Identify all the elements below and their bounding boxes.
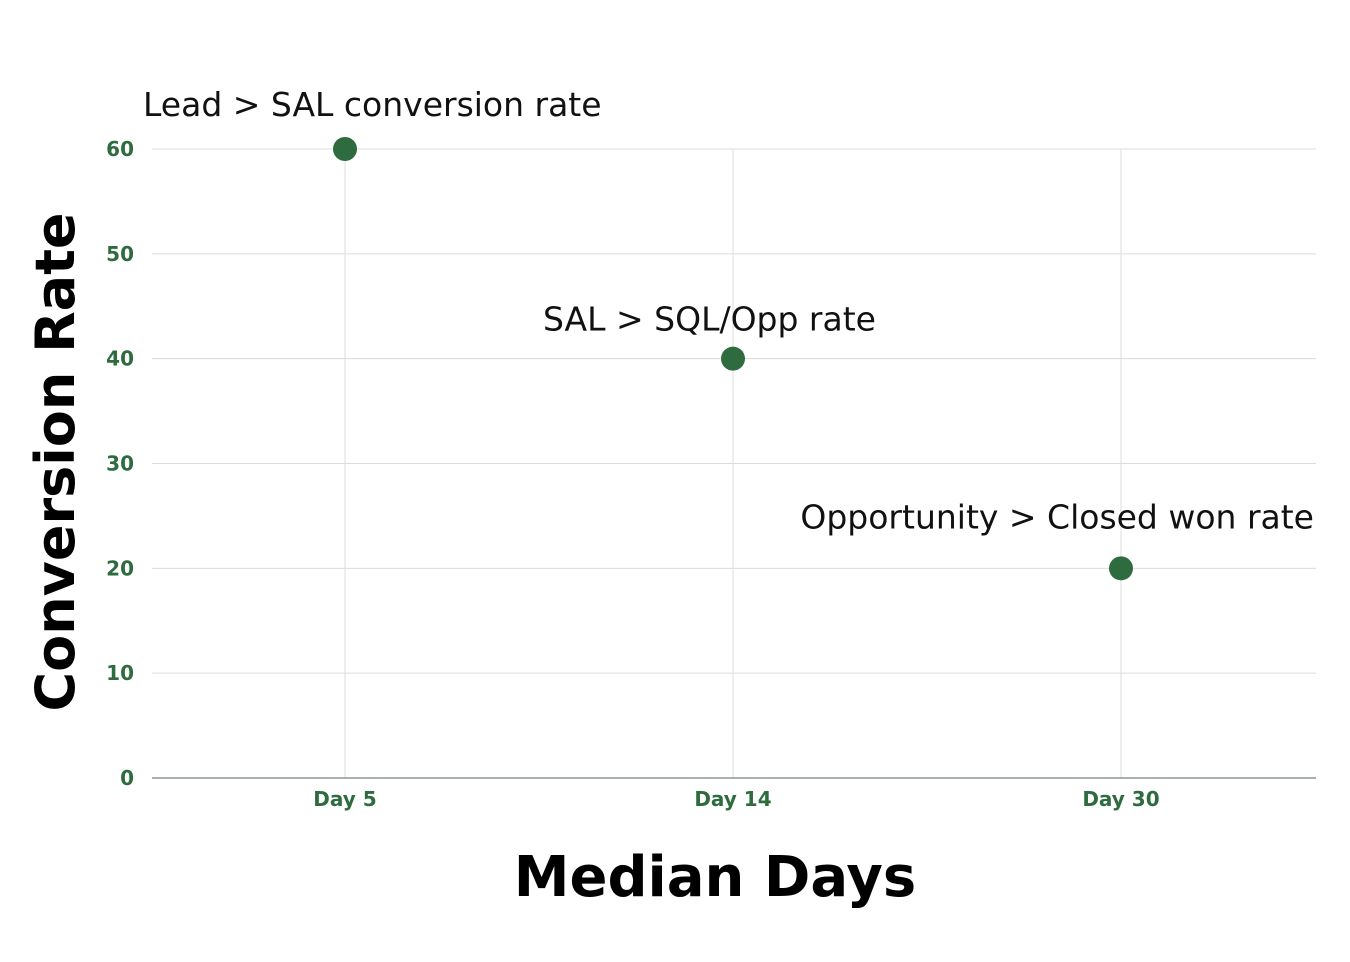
y-tick-label: 30 [106,452,134,476]
point-annotation: Opportunity > Closed won rate [800,497,1314,536]
y-tick-label: 60 [106,137,134,161]
x-tick-label: Day 30 [1082,787,1159,811]
y-tick-label: 0 [120,766,134,790]
data-point [721,346,745,371]
y-tick-label: 10 [106,661,134,685]
x-axis-label: Median Days [514,845,917,910]
x-tick-label: Day 14 [694,787,771,811]
y-tick-labels: 0 10 20 30 40 50 60 [106,137,134,790]
y-axis-label: Conversion Rate [24,212,87,711]
x-tick-label: Day 5 [313,787,376,811]
data-point [333,137,357,161]
y-tick-label: 40 [106,347,134,371]
data-point [1109,556,1133,581]
grid-layer [152,148,1316,778]
y-tick-label: 50 [106,242,134,266]
y-tick-label: 20 [106,556,134,580]
point-annotation: Lead > SAL conversion rate [143,85,602,124]
point-annotation: SAL > SQL/Opp rate [543,300,876,339]
x-tick-labels: Day 5 Day 14 Day 30 [313,787,1159,811]
point-annotations: Lead > SAL conversion rate SAL > SQL/Opp … [143,85,1314,536]
data-points [333,137,1133,581]
